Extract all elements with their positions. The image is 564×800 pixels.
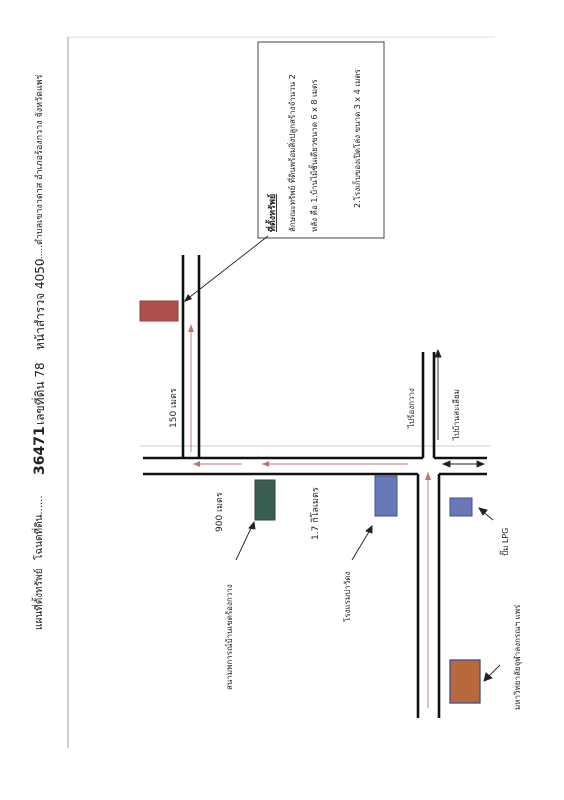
route-arrows [190, 330, 429, 708]
lpg-pointer-head [478, 507, 488, 516]
label-hospital: โรงแรมบ่าวัดง [342, 572, 352, 622]
legend-box [257, 41, 385, 239]
label-to-songkhwae: ไปบ้านสะเลียม [452, 389, 461, 441]
legend-pointer-arrowhead [184, 294, 192, 302]
label-150m: 150 เมตร [169, 388, 179, 428]
direction-arrow-east-head [476, 460, 486, 468]
school-pointer-head [248, 520, 256, 530]
label-900m: 900 เมตร [215, 492, 225, 532]
label-to-rongkwang: ไปร้องกวาง [407, 388, 416, 429]
header-deed-label: โฉนดที่ดิน...... [31, 495, 45, 560]
direction-arrows [434, 348, 486, 468]
legend-title: ที่ตั้งทรัพย์ [265, 194, 278, 232]
legend-line-3: 2.โรงเก็บของเปิดโล่ง ขนาด 3 x 4 เมตร [352, 68, 362, 208]
property-marker [139, 300, 179, 322]
label-lpg: ปั๊ม LPG [499, 528, 510, 556]
header-location: .......ตำบลเขางาดาส อำเภอร้องกวาง จังหวั… [34, 74, 45, 265]
hospital-building [374, 475, 398, 517]
arrowhead-main-west [193, 461, 200, 467]
direction-arrow-west-head [441, 460, 451, 468]
lpg-station-building [449, 497, 473, 517]
hospital-pointer-head [365, 525, 373, 534]
legend-line-2: หลัง คือ 1.บ้านไม้ชั้นเดียวขนาด 6 x 8 เม… [308, 79, 319, 232]
route-arrowheads [188, 324, 431, 480]
hospital-pointer-line [351, 529, 371, 561]
school-pointer-line [235, 525, 253, 561]
header-title: แผนที่ตั้งทรัพย์ โฉนดที่ดิน...... 36471 … [31, 74, 48, 630]
header-land-number: เลขที่ดิน 78 [31, 362, 47, 425]
label-1-7km: 1.7 กิโลเมตร [310, 487, 321, 540]
direction-arrow-north-head [434, 348, 442, 358]
school-building [254, 479, 276, 521]
university-pointer-head [483, 672, 493, 682]
label-university: มหาวิทยาลัยจุฬาลงกรณฯ แพร่ [513, 604, 522, 710]
label-school: สนามพการณ์บ้านเขตร้องกวาง [224, 584, 234, 690]
header-prefix: แผนที่ตั้งทรัพย์ [31, 568, 45, 630]
legend-line-1: ลักษณะทรัพย์ ที่ดินพร้อมสิ่งปลูกสร้างจำน… [286, 74, 298, 232]
roads [143, 255, 487, 718]
arrowhead-cross-road [425, 472, 431, 480]
header-deed-number: 36471 [32, 426, 48, 475]
arrowhead-main-mid [262, 461, 269, 467]
legend-text: ที่ตั้งทรัพย์ ลักษณะทรัพย์ ที่ดินพร้อมสิ… [265, 68, 362, 232]
header-survey-page: หน้าสำรวจ 4050 [33, 259, 47, 350]
arrowhead-side-road [188, 324, 194, 332]
university-building [449, 659, 481, 704]
landmark-pointers [235, 507, 501, 682]
